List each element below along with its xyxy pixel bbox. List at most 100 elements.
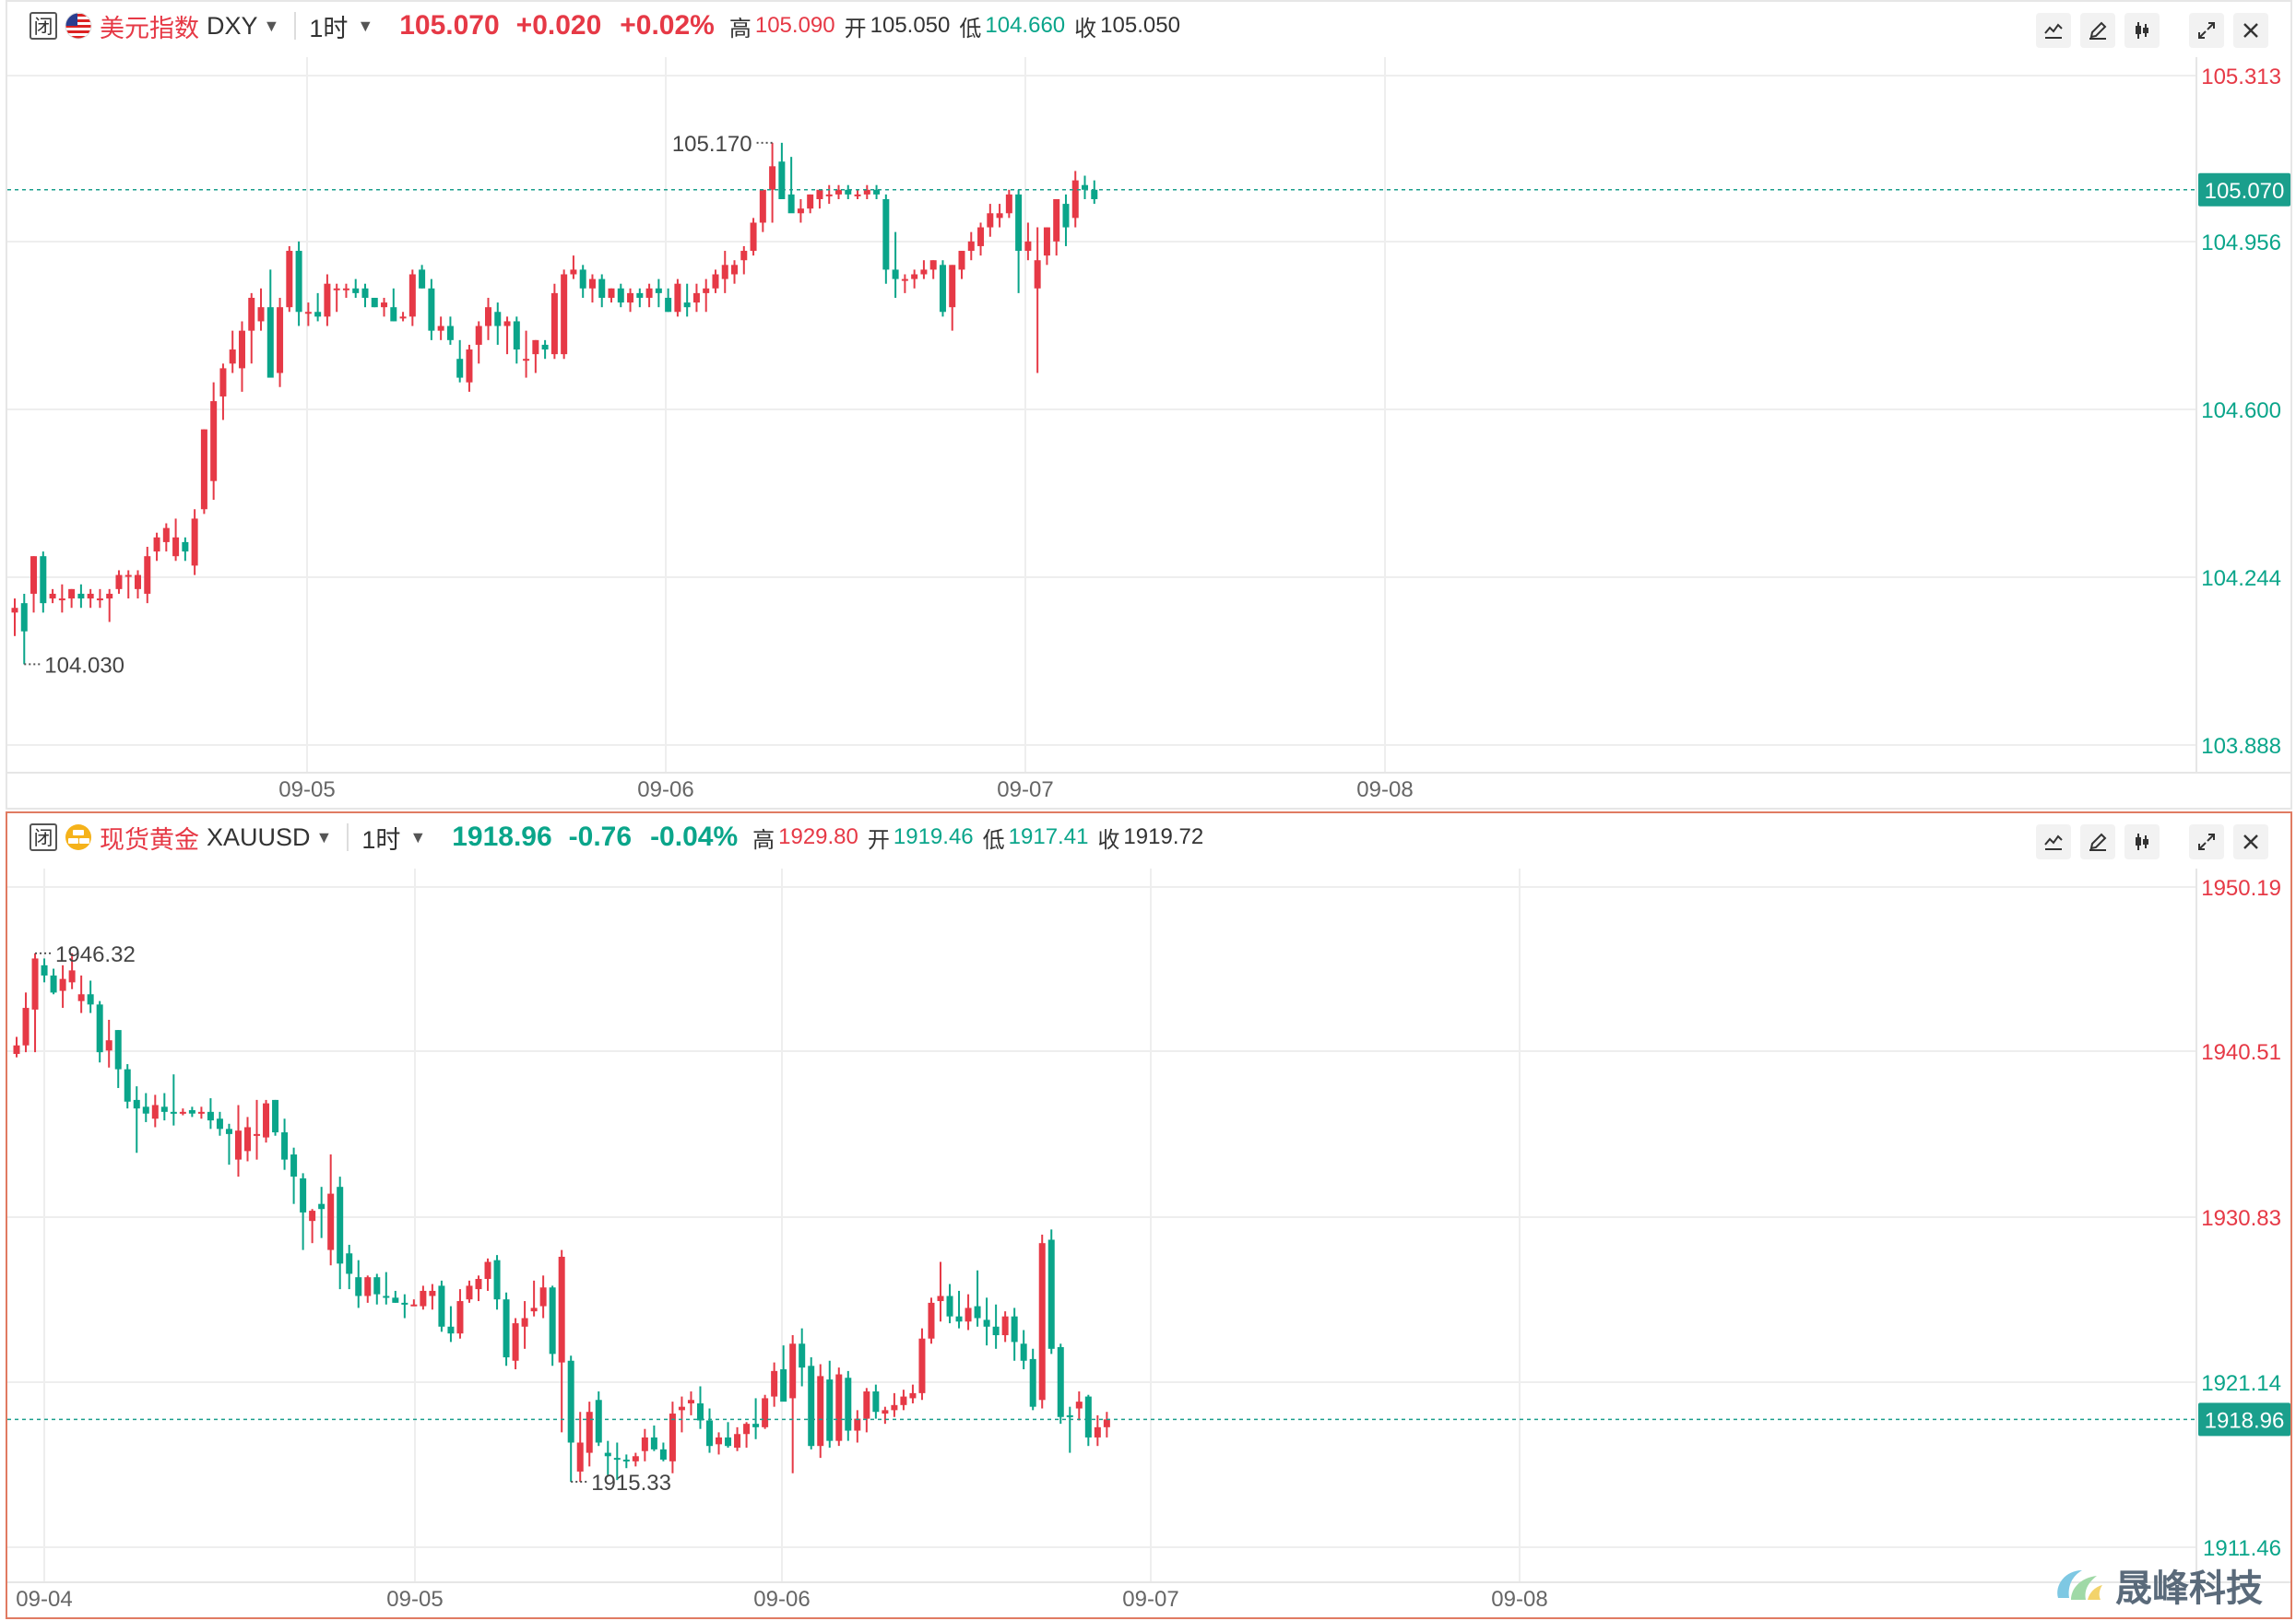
candle-body bbox=[31, 958, 39, 1010]
dxy-chart-panel[interactable]: 闭 美元指数 DXY ▼ 1时 ▼ 105.070 +0.020 +0.02% … bbox=[6, 0, 2292, 810]
instrument-name[interactable]: 美元指数 bbox=[100, 14, 199, 42]
candle bbox=[731, 260, 739, 284]
candle-body bbox=[550, 292, 558, 355]
fullscreen-icon[interactable] bbox=[2189, 13, 2224, 48]
draw-icon[interactable] bbox=[2080, 824, 2115, 859]
close-icon[interactable] bbox=[2233, 13, 2268, 48]
xau-chart-panel[interactable]: 闭 现货黄金 XAUUSD ▼ 1时 ▼ 1918.96 -0.76 -0.04… bbox=[6, 811, 2292, 1619]
candle-body bbox=[160, 1106, 168, 1112]
candle-body bbox=[1011, 1316, 1018, 1343]
close-label: 收 bbox=[1074, 16, 1097, 41]
instrument-symbol[interactable]: XAUUSD bbox=[207, 822, 311, 851]
max-price-label: 1946.32 bbox=[55, 942, 136, 967]
candle bbox=[429, 1284, 436, 1310]
close-value: 105.050 bbox=[1100, 13, 1180, 38]
candle-body bbox=[645, 288, 653, 298]
candle-body bbox=[219, 368, 227, 396]
candle bbox=[816, 189, 823, 209]
open-value: 1919.46 bbox=[893, 824, 974, 849]
fullscreen-icon[interactable] bbox=[2189, 824, 2224, 859]
candle-body bbox=[337, 1187, 344, 1264]
candle bbox=[608, 288, 615, 303]
candle-body bbox=[124, 574, 132, 577]
instrument-symbol[interactable]: DXY bbox=[207, 11, 258, 40]
candle-body bbox=[937, 1296, 944, 1302]
candle-body bbox=[314, 312, 322, 317]
candle-body bbox=[696, 1402, 704, 1421]
candle bbox=[254, 1099, 261, 1160]
divider bbox=[347, 823, 349, 851]
candle-body bbox=[665, 297, 672, 313]
candle-body bbox=[1057, 1346, 1064, 1417]
candle-body bbox=[712, 274, 719, 289]
candle-body bbox=[1038, 1243, 1046, 1401]
watermark: 晟峰科技 bbox=[2051, 1558, 2263, 1612]
candle bbox=[210, 382, 218, 501]
indicator-icon[interactable] bbox=[2036, 824, 2071, 859]
candle bbox=[808, 1357, 815, 1449]
candle-body bbox=[295, 251, 302, 313]
candle bbox=[216, 1111, 223, 1136]
candle-body bbox=[706, 1420, 713, 1447]
candle bbox=[817, 1364, 824, 1459]
candle-body bbox=[955, 1316, 963, 1322]
timeframe-selector[interactable]: 1时 bbox=[361, 825, 401, 854]
candle-body bbox=[114, 1030, 122, 1070]
candle-body bbox=[133, 1099, 140, 1109]
candle-body bbox=[920, 269, 928, 275]
candle-type-icon[interactable] bbox=[2124, 13, 2160, 48]
y-tick-label: 103.888 bbox=[2201, 734, 2281, 759]
candle bbox=[419, 265, 426, 289]
candle-body bbox=[170, 1111, 177, 1114]
candle-body bbox=[300, 1177, 307, 1213]
close-icon[interactable] bbox=[2233, 824, 2268, 859]
candle bbox=[882, 1406, 889, 1425]
xau-candlestick-chart[interactable]: 1950.19 1940.51 1930.83 1921.14 1911.46 09-04… bbox=[7, 813, 2290, 1617]
candle-body bbox=[799, 1343, 806, 1368]
indicator-icon[interactable] bbox=[2036, 13, 2071, 48]
timeframe-selector[interactable]: 1时 bbox=[309, 14, 349, 42]
candle-body bbox=[318, 1203, 325, 1210]
candle bbox=[50, 968, 57, 995]
candle-body bbox=[41, 964, 48, 976]
candle-type-icon[interactable] bbox=[2124, 824, 2160, 859]
candle-body bbox=[216, 1118, 223, 1130]
symbol-dropdown-icon[interactable]: ▼ bbox=[263, 16, 280, 35]
candle bbox=[834, 184, 842, 199]
candle bbox=[911, 269, 918, 289]
candle-body bbox=[410, 1304, 418, 1307]
candle bbox=[992, 1304, 1000, 1349]
candle bbox=[124, 570, 132, 599]
instrument-name[interactable]: 现货黄金 bbox=[100, 825, 199, 854]
candle-body bbox=[466, 349, 473, 383]
candle-body bbox=[1029, 1358, 1036, 1407]
candle-body bbox=[918, 1338, 926, 1393]
candle bbox=[750, 218, 757, 256]
chart-toolbar bbox=[2036, 13, 2268, 48]
timeframe-dropdown-icon[interactable]: ▼ bbox=[409, 827, 427, 846]
candle bbox=[346, 1245, 353, 1290]
open-label: 开 bbox=[844, 16, 867, 41]
candle bbox=[456, 339, 464, 383]
candle bbox=[295, 241, 302, 326]
candle-body bbox=[683, 302, 691, 308]
candle bbox=[352, 278, 360, 298]
candle-body bbox=[1075, 1402, 1083, 1409]
candle bbox=[901, 274, 908, 293]
low-label: 低 bbox=[959, 16, 982, 41]
candle bbox=[142, 1093, 149, 1122]
candle bbox=[248, 292, 255, 364]
candle bbox=[200, 429, 207, 515]
symbol-dropdown-icon[interactable]: ▼ bbox=[315, 827, 333, 846]
draw-icon[interactable] bbox=[2080, 13, 2115, 48]
candle bbox=[1057, 1343, 1064, 1425]
candle bbox=[238, 321, 245, 392]
candle-body bbox=[281, 1132, 289, 1160]
timeframe-dropdown-icon[interactable]: ▼ bbox=[357, 16, 374, 35]
candle bbox=[1015, 189, 1023, 293]
y-tick-label: 1911.46 bbox=[2203, 1536, 2281, 1561]
candle-body bbox=[429, 1290, 436, 1296]
dxy-candlestick-chart[interactable]: 105.313 104.956 104.600 104.244 103.888 09-05… bbox=[7, 2, 2290, 808]
last-price: 1918.96 bbox=[452, 822, 552, 852]
candle-body bbox=[617, 288, 624, 303]
